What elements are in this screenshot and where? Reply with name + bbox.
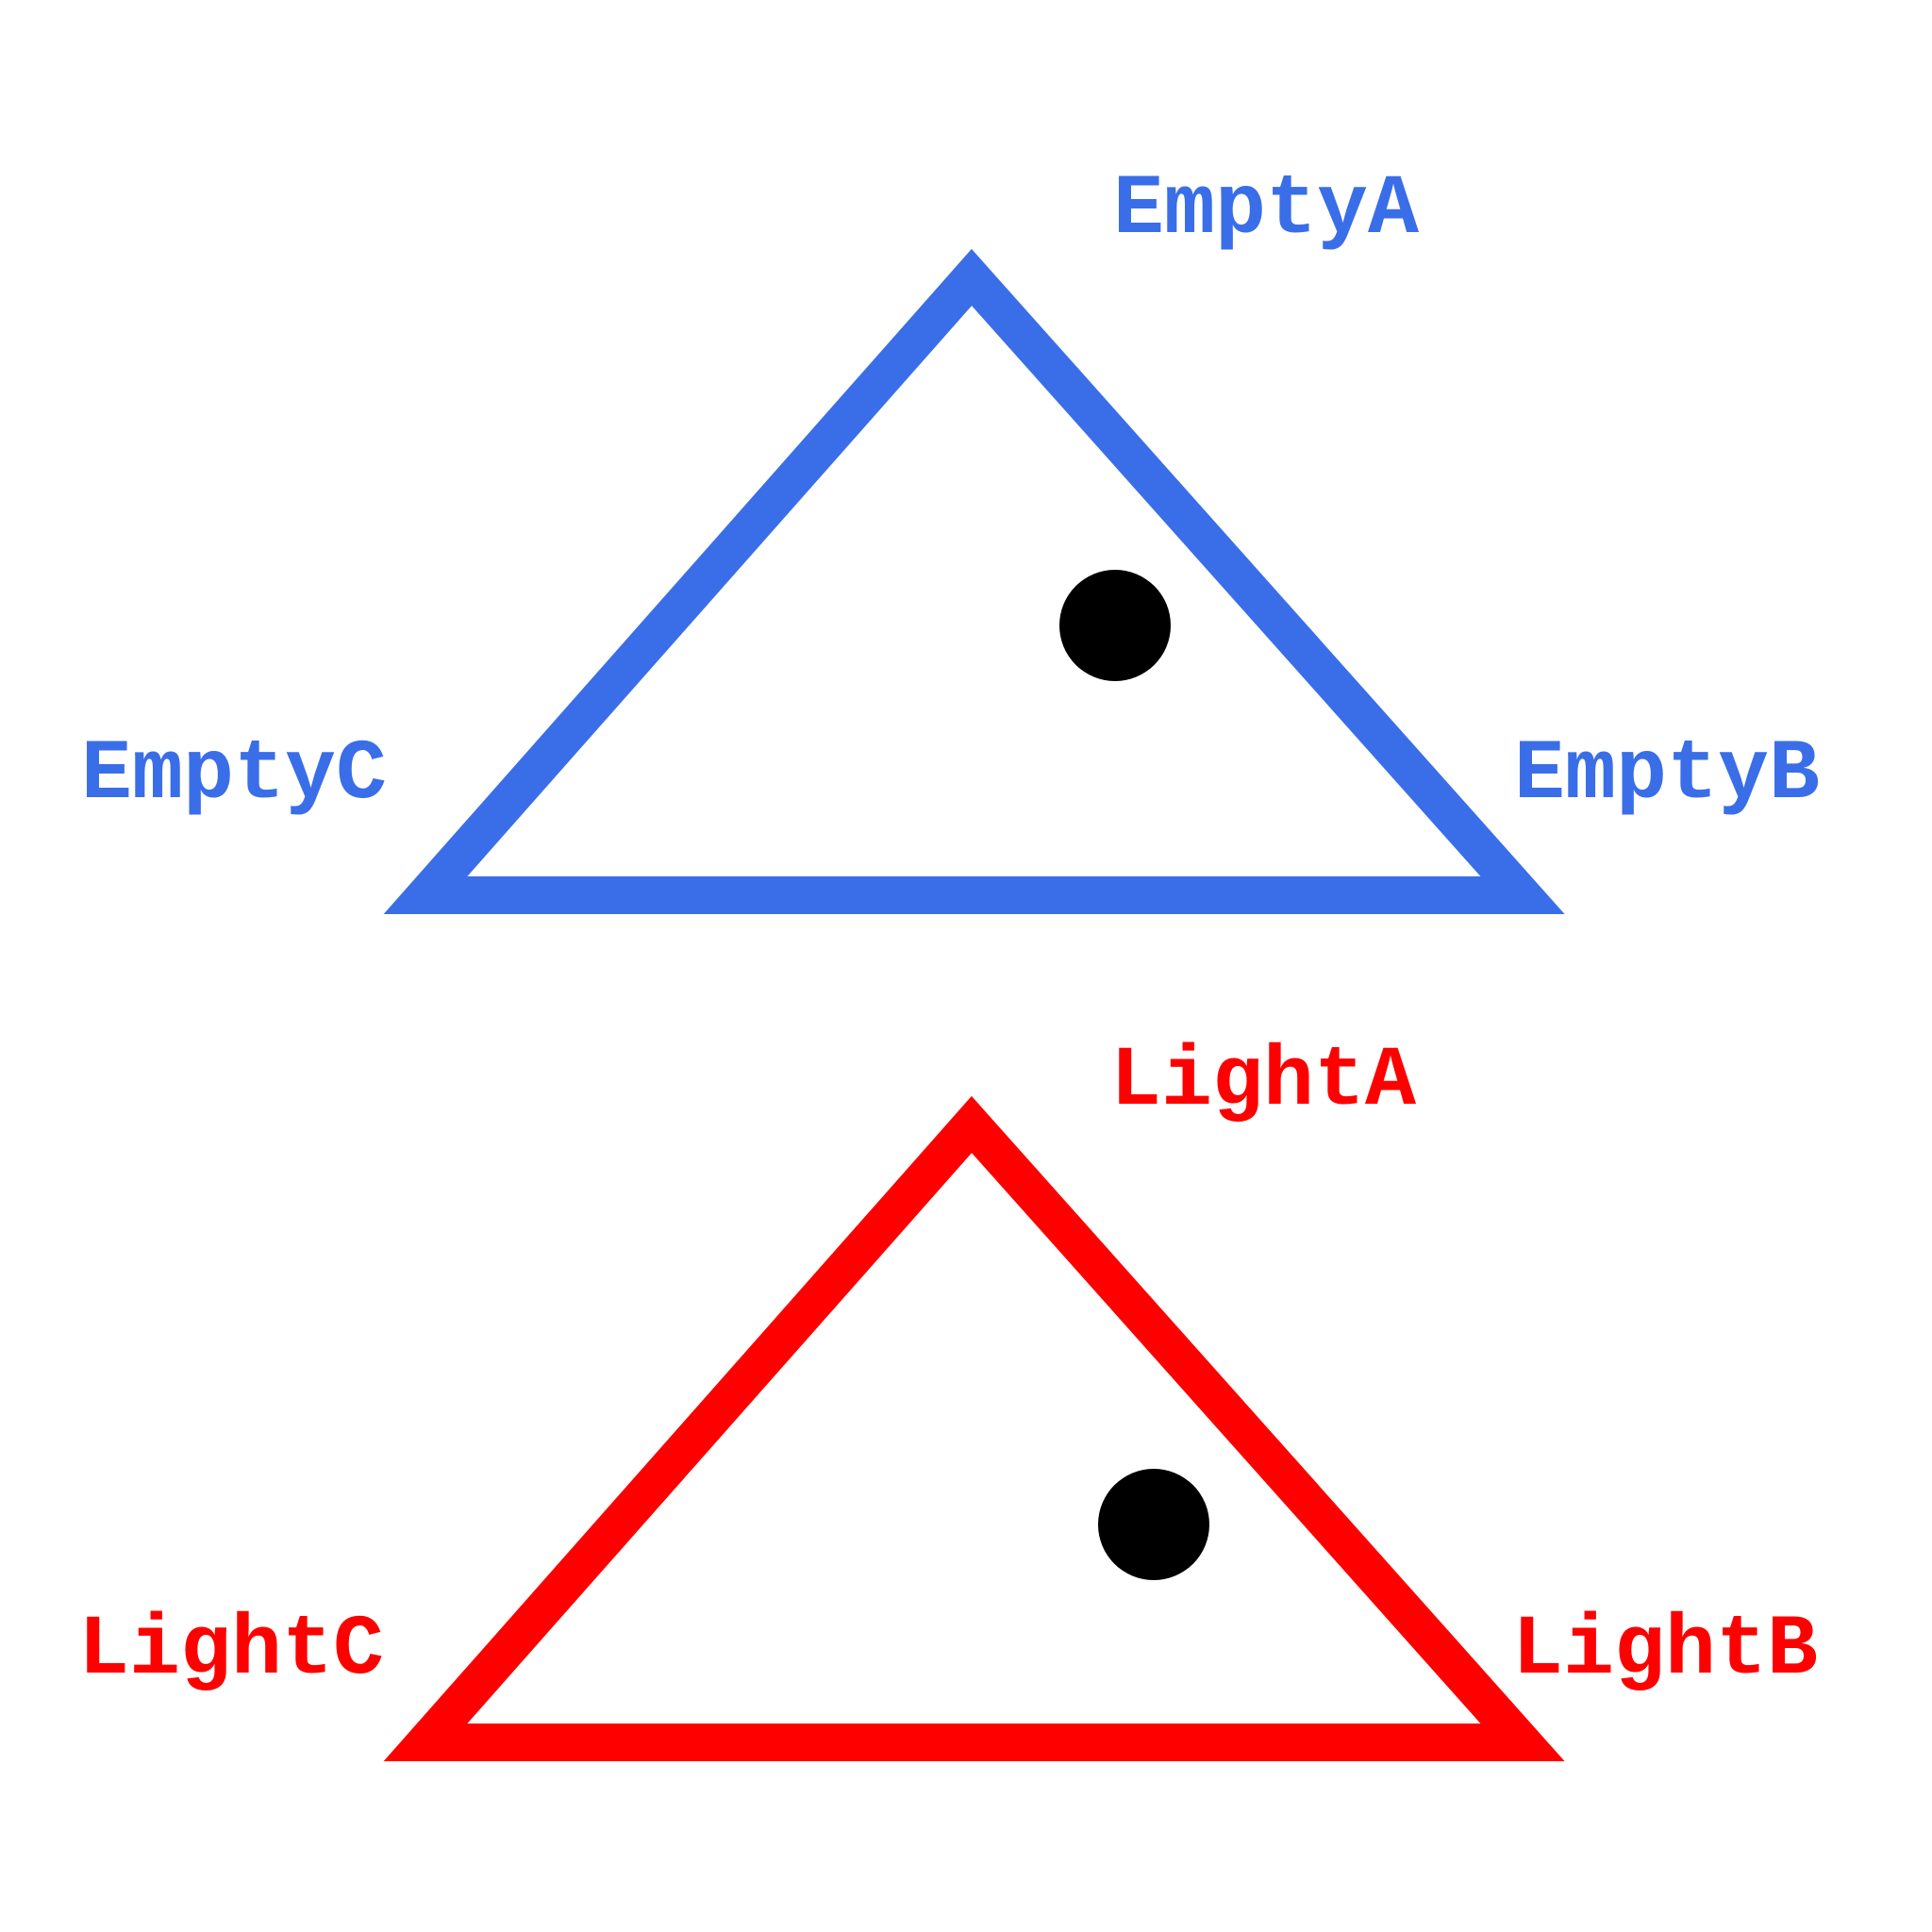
bottom-label-b: LightB <box>1512 1603 1818 1699</box>
bottom-label-a: LightA <box>1110 1034 1417 1130</box>
bottom-triangle-group: LightA LightB LightC <box>78 1034 1818 1761</box>
top-label-a: EmptyA <box>1113 162 1420 258</box>
top-triangle-dot <box>1059 570 1171 681</box>
bottom-triangle-dot <box>1098 1469 1209 1580</box>
bottom-label-c: LightC <box>78 1603 384 1699</box>
top-triangle-group: EmptyA EmptyB EmptyC <box>81 162 1820 914</box>
top-triangle <box>383 248 1565 914</box>
top-label-c: EmptyC <box>81 727 387 824</box>
top-label-b: EmptyB <box>1514 727 1820 824</box>
bottom-triangle <box>383 1095 1565 1761</box>
